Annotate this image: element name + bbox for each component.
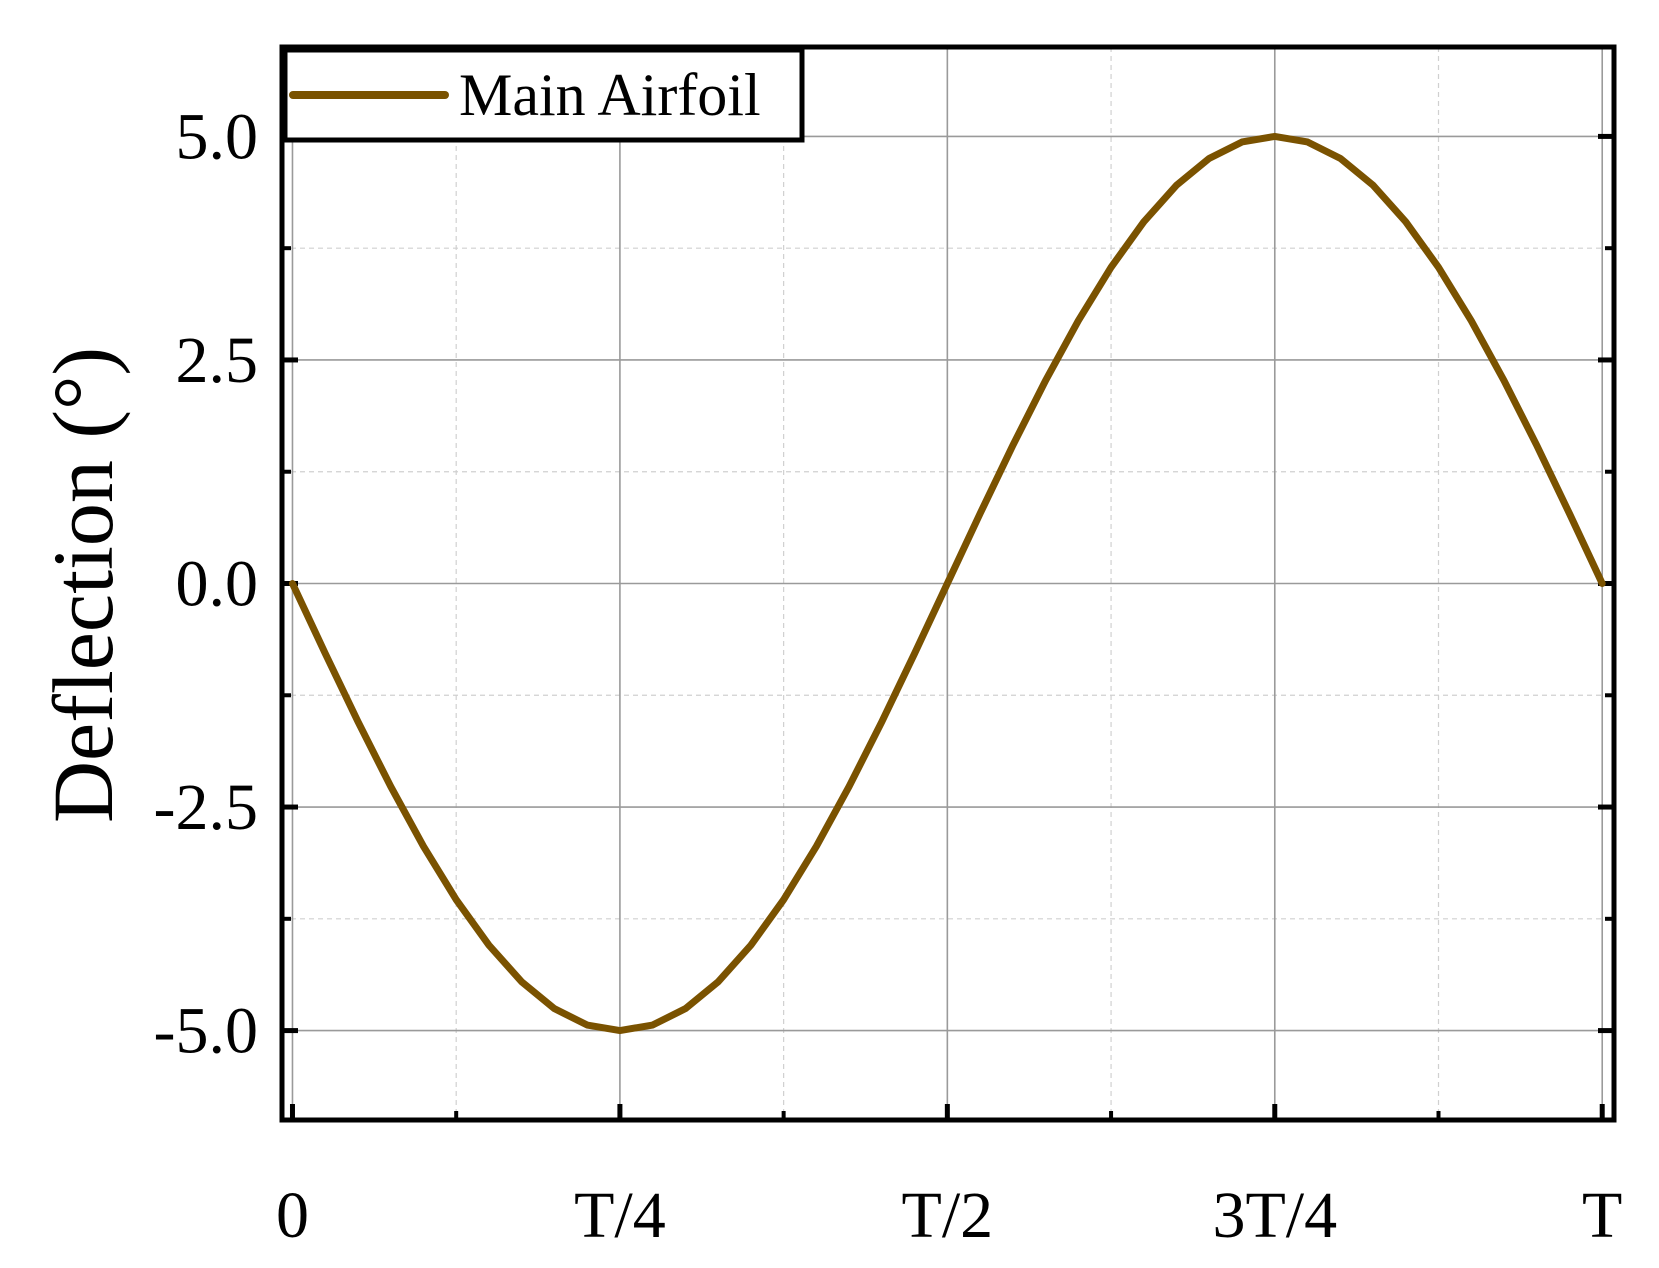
y-tick-label: -2.5	[154, 771, 258, 844]
y-tick-label: 2.5	[176, 324, 259, 397]
y-tick-label: 5.0	[176, 100, 259, 173]
x-tick-label: 0	[276, 1179, 309, 1252]
x-tick-label: T	[1582, 1179, 1622, 1252]
x-tick-label: T/2	[902, 1179, 994, 1252]
series-line	[288, 132, 1606, 1035]
x-tick-label: 3T/4	[1212, 1179, 1337, 1252]
legend-label: Main Airfoil	[459, 62, 761, 128]
y-tick-label: 0.0	[176, 548, 259, 621]
plot-frame	[279, 44, 1617, 1123]
y-tick-label: -5.0	[154, 995, 258, 1068]
x-tick-label: T/4	[574, 1179, 666, 1252]
y-axis-label: Deflection (°)	[35, 347, 131, 823]
